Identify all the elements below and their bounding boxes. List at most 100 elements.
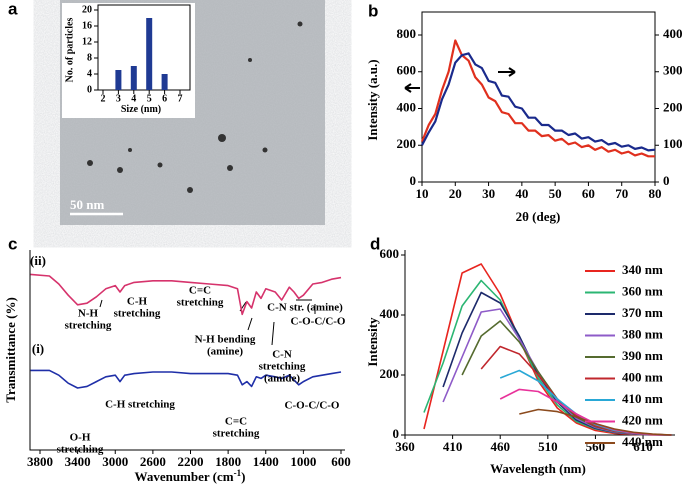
y-tick-label: 600 — [380, 246, 400, 261]
arrow-left — [404, 83, 420, 93]
panel-label: b — [368, 1, 378, 20]
x-axis-label-part: ) — [241, 469, 245, 484]
x-tick-label: 20 — [449, 186, 462, 201]
annotation: O-H — [70, 432, 91, 444]
y-axis-label: No. of particles — [64, 18, 75, 83]
x-tick-label: 2200 — [178, 454, 204, 469]
series-line — [30, 369, 342, 389]
y-tick-label: 600 — [397, 63, 417, 78]
x-tick-label: 30 — [482, 186, 495, 201]
x-tick-label: 2600 — [140, 454, 166, 469]
panel-label: a — [8, 0, 18, 18]
annotation: stretching — [259, 361, 306, 373]
annotation-arrows — [99, 299, 316, 346]
x-tick-label: 40 — [515, 186, 528, 201]
x-tick-label: 50 — [549, 186, 562, 201]
annotation: C-H — [127, 296, 148, 308]
annotation: N-H — [78, 308, 99, 320]
x-tick-label: 2 — [101, 93, 106, 104]
annotation: C-O-C/C-O — [291, 316, 346, 328]
x-tick-label: 460 — [490, 439, 510, 454]
legend-label: 380 nm — [622, 326, 663, 341]
annotation: stretching — [213, 428, 260, 440]
arrow-right — [498, 67, 516, 77]
x-tick-label: 3400 — [65, 454, 91, 469]
x-tick-label: 70 — [615, 186, 628, 201]
x-tick-label: 600 — [331, 454, 351, 469]
legend-label: 390 nm — [622, 348, 663, 363]
legend-label: 360 nm — [622, 283, 663, 298]
plot-frame — [421, 11, 656, 183]
series-line — [519, 408, 672, 436]
annotation: stretching — [177, 297, 224, 309]
annotation: (amine) — [207, 346, 243, 358]
axes — [29, 250, 345, 451]
x-tick-label: 410 — [443, 439, 463, 454]
x-tick-label: 3800 — [27, 454, 53, 469]
x-tick-label: 1000 — [290, 454, 316, 469]
y2-tick-label: 400 — [663, 26, 683, 41]
plot-frame — [97, 4, 191, 91]
inset-background — [62, 3, 195, 118]
series-line — [30, 273, 342, 316]
legend-label: 420 nm — [622, 412, 663, 427]
y2-tick-label: 0 — [663, 173, 670, 188]
y-tick-label: 0 — [87, 84, 92, 95]
x-axis-label-part: Wavenumber (cm — [135, 469, 234, 484]
annotation: C-O-C/C-O — [285, 400, 340, 412]
y-tick-label: 200 — [397, 136, 417, 151]
y-axis-label: Intensity — [365, 317, 380, 367]
y-tick-label: 4 — [87, 68, 92, 79]
legend-label: 440 nm — [622, 434, 663, 449]
annotation: stretching — [57, 444, 104, 456]
bar — [161, 74, 168, 90]
legend-label: 370 nm — [622, 305, 663, 320]
x-tick-label: 7 — [178, 93, 183, 104]
scale-bar-label: 50 nm — [70, 197, 104, 212]
series-line — [421, 52, 656, 152]
bar — [115, 70, 122, 90]
series-label: (ii) — [30, 253, 46, 268]
x-tick-label: 4 — [131, 93, 136, 104]
x-tick-label: 60 — [582, 186, 595, 201]
annotation: C-H stretching — [105, 399, 175, 411]
bar — [130, 66, 137, 90]
bar — [146, 18, 153, 90]
annotation: N-H bending — [195, 334, 256, 346]
annotation: stretching — [114, 308, 161, 320]
y-tick-label: 12 — [82, 36, 92, 47]
x-axis-label-part: Wavelength (nm) — [490, 461, 586, 476]
annotation: C-N str. (amine) — [267, 302, 343, 314]
x-tick-label: 510 — [538, 439, 558, 454]
x-tick-label: 5 — [147, 93, 152, 104]
x-tick-label: 610 — [633, 439, 653, 454]
y-tick-label: 400 — [397, 99, 417, 114]
legend-label: 340 nm — [622, 262, 663, 277]
x-tick-label: 1400 — [253, 454, 279, 469]
x-tick-label: 3 — [116, 93, 121, 104]
y-tick-label: 400 — [380, 306, 400, 321]
y2-tick-label: 100 — [663, 136, 683, 151]
x-tick-label: 3000 — [102, 454, 128, 469]
legend-label: 400 nm — [622, 369, 663, 384]
y-axis-label: Transmittance (%) — [3, 297, 18, 403]
particles — [87, 21, 303, 193]
series-label: (i) — [32, 341, 44, 356]
annotation: (amide) — [264, 373, 300, 385]
y-tick-label: 16 — [82, 20, 92, 31]
y-tick-label: 200 — [380, 366, 400, 381]
x-tick-label: 80 — [649, 186, 662, 201]
x-tick-label: 10 — [416, 186, 429, 201]
annotation: C-N — [272, 349, 292, 361]
panel-label: c — [8, 234, 17, 253]
y-axis-label: Intensity (a.u.) — [365, 59, 380, 140]
y-tick-label: 0 — [410, 173, 417, 188]
x-axis-label: Wavenumber (cm-1) — [135, 468, 246, 484]
panel-label: d — [370, 234, 380, 253]
y2-tick-label: 200 — [663, 99, 683, 114]
x-tick-label: 6 — [162, 93, 167, 104]
y-tick-label: 8 — [87, 52, 92, 63]
series-line — [420, 39, 655, 158]
y2-tick-label: 300 — [663, 63, 683, 78]
